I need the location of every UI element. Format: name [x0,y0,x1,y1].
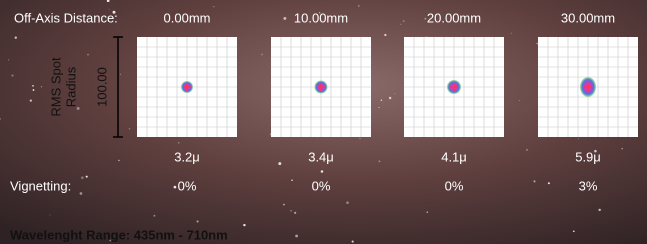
star [213,6,214,7]
star [80,192,83,195]
vignetting-value: 0% [445,178,464,193]
star [11,75,13,77]
star [403,20,405,22]
star [573,230,575,232]
star [41,86,42,87]
distance-value: 30.00mm [561,10,615,25]
distance-label: Off-Axis Distance: [14,10,118,25]
vignetting-value: 3% [579,178,598,193]
star [295,235,298,238]
star [378,160,380,162]
star [33,89,35,91]
star [621,148,623,150]
star [400,24,401,25]
rms-value: 5.9μ [575,149,601,164]
star [389,97,391,99]
distance-value: 20.00mm [427,10,481,25]
star [87,54,89,56]
star [120,74,121,75]
star [378,107,379,108]
rms-value: 4.1μ [441,149,467,164]
star [381,100,382,101]
star [261,54,263,56]
star [197,220,199,222]
star [352,240,354,242]
star [291,180,293,182]
star [394,93,395,94]
vignetting-label: Vignetting: [10,178,71,193]
star [548,182,550,184]
star [81,176,84,179]
star [321,170,324,173]
star [578,138,579,139]
vignetting-value: 0% [178,178,197,193]
rms-value: 3.2μ [174,149,200,164]
vignetting-value: 0% [312,178,331,193]
star [118,160,119,161]
star [534,180,536,182]
scale-label: Radius [63,66,78,107]
star [8,59,9,60]
star [283,204,285,206]
star [283,17,286,20]
rms-value: 3.4μ [308,149,334,164]
star [511,33,512,34]
star [384,34,386,36]
star [174,186,177,189]
star [294,212,296,214]
scale-value: 100.00 [94,67,109,107]
star [278,162,281,165]
spot-diagram-panel: Off-Axis Distance: 100.00 RMS Spot Radiu… [0,0,647,244]
star [153,215,155,217]
star [30,99,32,101]
star [290,210,292,212]
star [427,212,428,213]
scale-label: RMS Spot [48,57,63,117]
star [526,149,528,151]
star [359,138,360,139]
star [86,176,88,178]
wavelength-range: Wavelenght Range: 435nm - 710nm [10,227,228,242]
star [358,5,360,7]
page: {"header": {"distance_label": "Off-Axis … [0,0,647,244]
star [346,201,349,204]
distance-value: 0.00mm [164,10,211,25]
star [243,224,245,226]
star [129,128,130,129]
distance-value: 10.00mm [294,10,348,25]
star [32,85,34,87]
star [598,209,600,211]
star [15,37,17,39]
star [519,100,520,101]
star [536,43,538,45]
star [178,142,179,143]
star [49,214,50,215]
